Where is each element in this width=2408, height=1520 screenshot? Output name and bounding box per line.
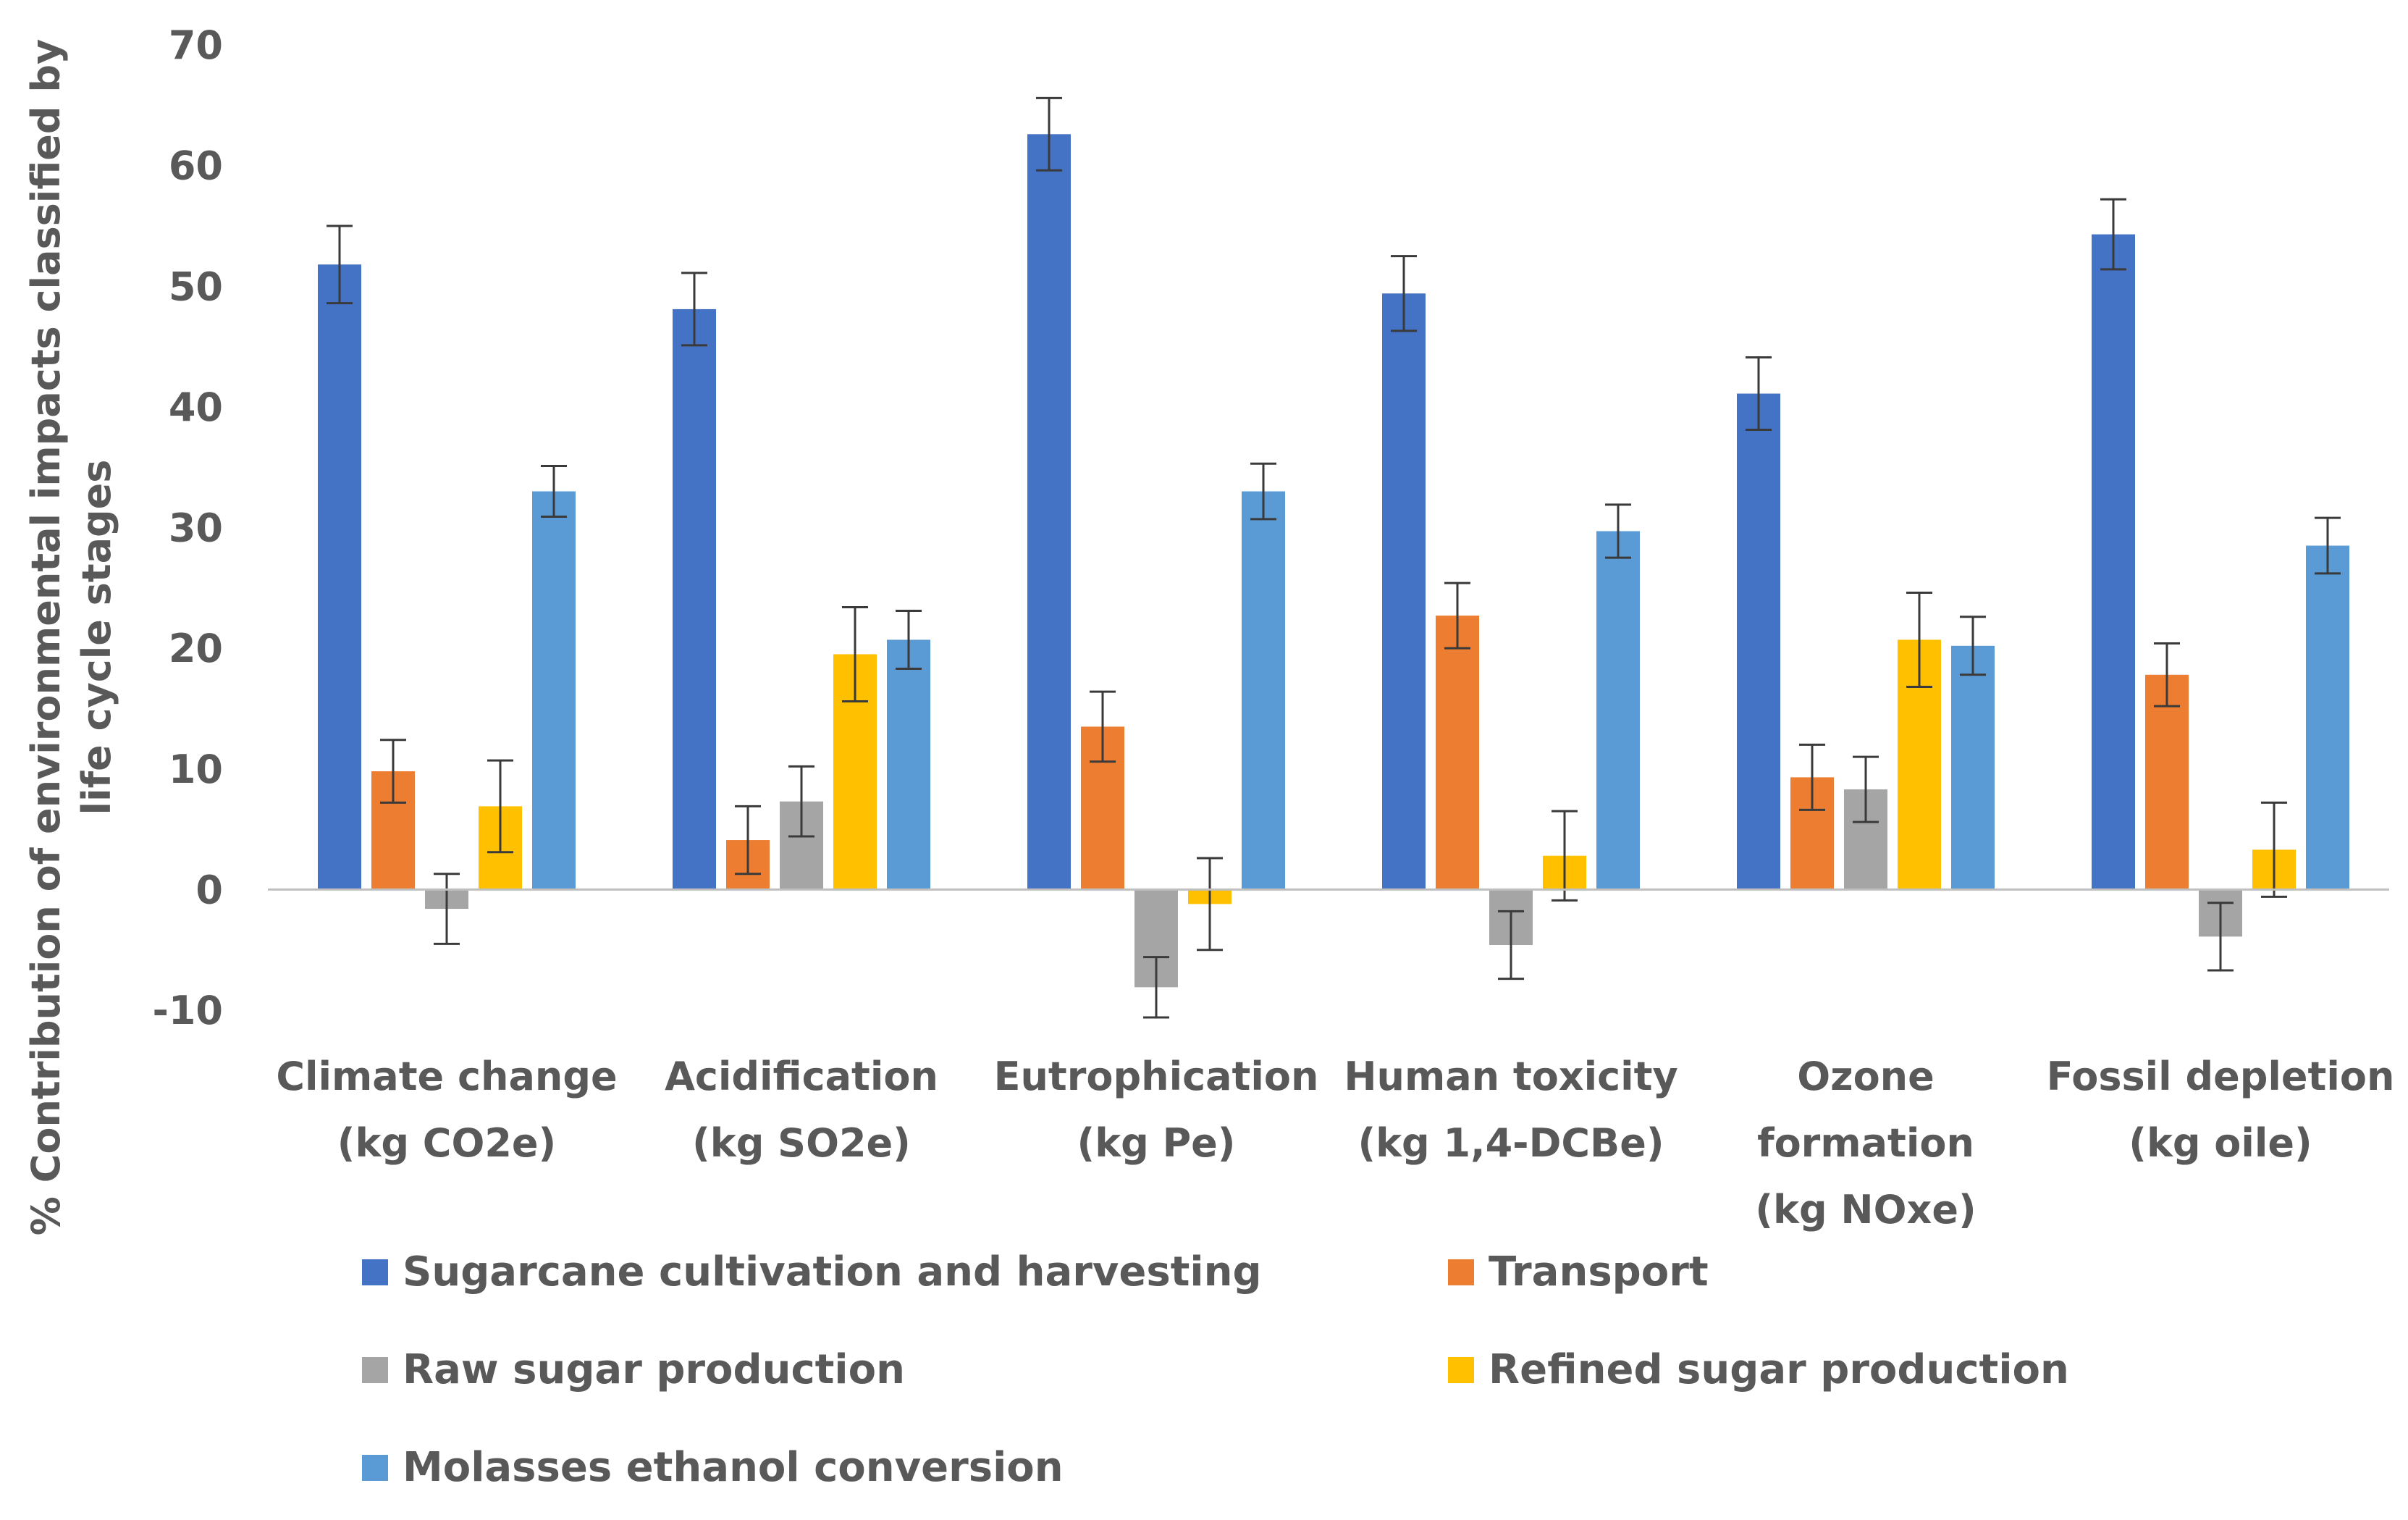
- legend-label: Transport: [1489, 1248, 1709, 1296]
- legend-swatch: [362, 1455, 388, 1481]
- x-category-label: Human toxicity: [1344, 1054, 1677, 1099]
- bar-transport: [2145, 674, 2189, 890]
- x-category-label: Fossil depletion: [2047, 1054, 2395, 1099]
- y-tick-label: 10: [169, 747, 223, 792]
- legend-swatch: [1448, 1357, 1474, 1383]
- error-bars: [327, 96, 2341, 1019]
- y-axis-ticks: -10 0 10 20 30 40 50 60 70: [152, 22, 223, 1033]
- bar-sugarcane-cultivation-and-harvesting: [2092, 234, 2135, 890]
- legend-swatch: [362, 1357, 388, 1383]
- bar-molasses-ethanol-conversion: [2306, 545, 2349, 890]
- legend-label: Sugarcane cultivation and harvesting: [403, 1248, 1262, 1296]
- x-axis-category-labels: Climate change (kg CO2e) Acidification (kg …: [276, 1054, 2394, 1233]
- bar-molasses-ethanol-conversion: [1596, 531, 1640, 890]
- y-axis-title-line: life cycle stages: [74, 460, 119, 815]
- x-category-label: (kg oile): [2129, 1120, 2312, 1166]
- bar-transport: [1436, 616, 1479, 890]
- y-tick-label: 0: [195, 867, 223, 912]
- bars: [318, 134, 2349, 988]
- legend: Sugarcane cultivation and harvesting Tran…: [362, 1248, 2069, 1491]
- y-tick-label: 20: [169, 626, 223, 671]
- y-tick-label: 60: [169, 143, 223, 189]
- y-tick-label: -10: [152, 988, 223, 1033]
- x-category-label: Eutrophication: [994, 1054, 1319, 1099]
- y-axis-title-line: % Contribution of environmental impacts …: [23, 39, 69, 1235]
- y-tick-label: 30: [169, 505, 223, 551]
- bar-molasses-ethanol-conversion: [887, 639, 930, 890]
- x-category-label: Acidification: [665, 1054, 938, 1099]
- y-axis-title: % Contribution of environmental impacts …: [23, 39, 119, 1235]
- legend-label: Refined sugar production: [1489, 1346, 2069, 1393]
- x-category-label: formation: [1757, 1120, 1974, 1166]
- y-tick-label: 70: [169, 22, 223, 68]
- legend-label: Molasses ethanol conversion: [403, 1444, 1064, 1491]
- x-category-label: (kg SO2e): [692, 1120, 911, 1166]
- y-tick-label: 40: [169, 385, 223, 430]
- bar-sugarcane-cultivation-and-harvesting: [673, 308, 716, 890]
- x-category-label: (kg CO2e): [337, 1120, 556, 1166]
- bar-molasses-ethanol-conversion: [1242, 491, 1285, 890]
- bar-sugarcane-cultivation-and-harvesting: [318, 264, 361, 890]
- x-category-label: (kg Pe): [1077, 1120, 1236, 1166]
- bar-molasses-ethanol-conversion: [1951, 645, 1995, 890]
- y-tick-label: 50: [169, 264, 223, 309]
- x-category-label: Ozone: [1797, 1054, 1935, 1099]
- x-category-label: (kg 1,4-DCBe): [1357, 1120, 1664, 1166]
- legend-label: Raw sugar production: [403, 1346, 905, 1393]
- bar-sugarcane-cultivation-and-harvesting: [1737, 393, 1780, 890]
- legend-swatch: [362, 1259, 388, 1285]
- bar-sugarcane-cultivation-and-harvesting: [1382, 293, 1426, 890]
- bar-sugarcane-cultivation-and-harvesting: [1027, 134, 1071, 890]
- bar-molasses-ethanol-conversion: [532, 491, 576, 890]
- x-category-label: Climate change: [276, 1054, 617, 1099]
- x-category-label: (kg NOxe): [1755, 1187, 1976, 1233]
- legend-swatch: [1448, 1259, 1474, 1285]
